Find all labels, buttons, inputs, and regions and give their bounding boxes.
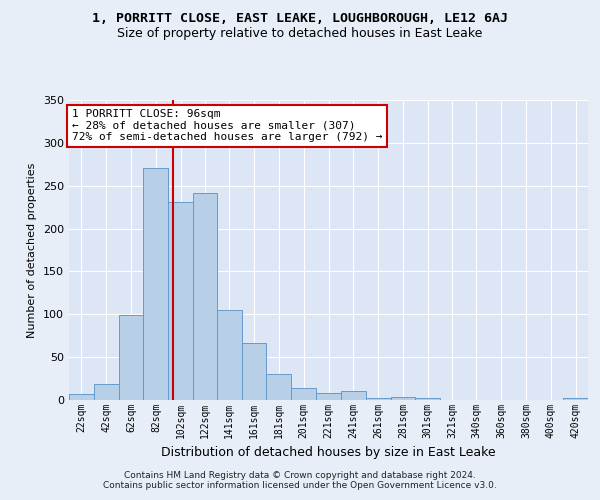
Bar — [266, 374, 291, 400]
Bar — [391, 398, 415, 400]
Bar — [242, 342, 266, 400]
Bar — [415, 398, 440, 400]
Text: 1 PORRITT CLOSE: 96sqm
← 28% of detached houses are smaller (307)
72% of semi-de: 1 PORRITT CLOSE: 96sqm ← 28% of detached… — [71, 109, 382, 142]
Bar — [94, 384, 119, 400]
Bar — [193, 194, 217, 400]
Bar — [341, 392, 366, 400]
Bar — [316, 393, 341, 400]
Text: 1, PORRITT CLOSE, EAST LEAKE, LOUGHBOROUGH, LE12 6AJ: 1, PORRITT CLOSE, EAST LEAKE, LOUGHBOROU… — [92, 12, 508, 26]
X-axis label: Distribution of detached houses by size in East Leake: Distribution of detached houses by size … — [161, 446, 496, 460]
Y-axis label: Number of detached properties: Number of detached properties — [28, 162, 37, 338]
Bar — [69, 394, 94, 400]
Bar — [217, 310, 242, 400]
Bar — [366, 398, 391, 400]
Bar — [119, 315, 143, 400]
Text: Contains HM Land Registry data © Crown copyright and database right 2024.
Contai: Contains HM Land Registry data © Crown c… — [103, 470, 497, 490]
Bar — [291, 388, 316, 400]
Bar — [169, 202, 193, 400]
Bar — [143, 168, 169, 400]
Text: Size of property relative to detached houses in East Leake: Size of property relative to detached ho… — [118, 28, 482, 40]
Bar — [563, 398, 588, 400]
